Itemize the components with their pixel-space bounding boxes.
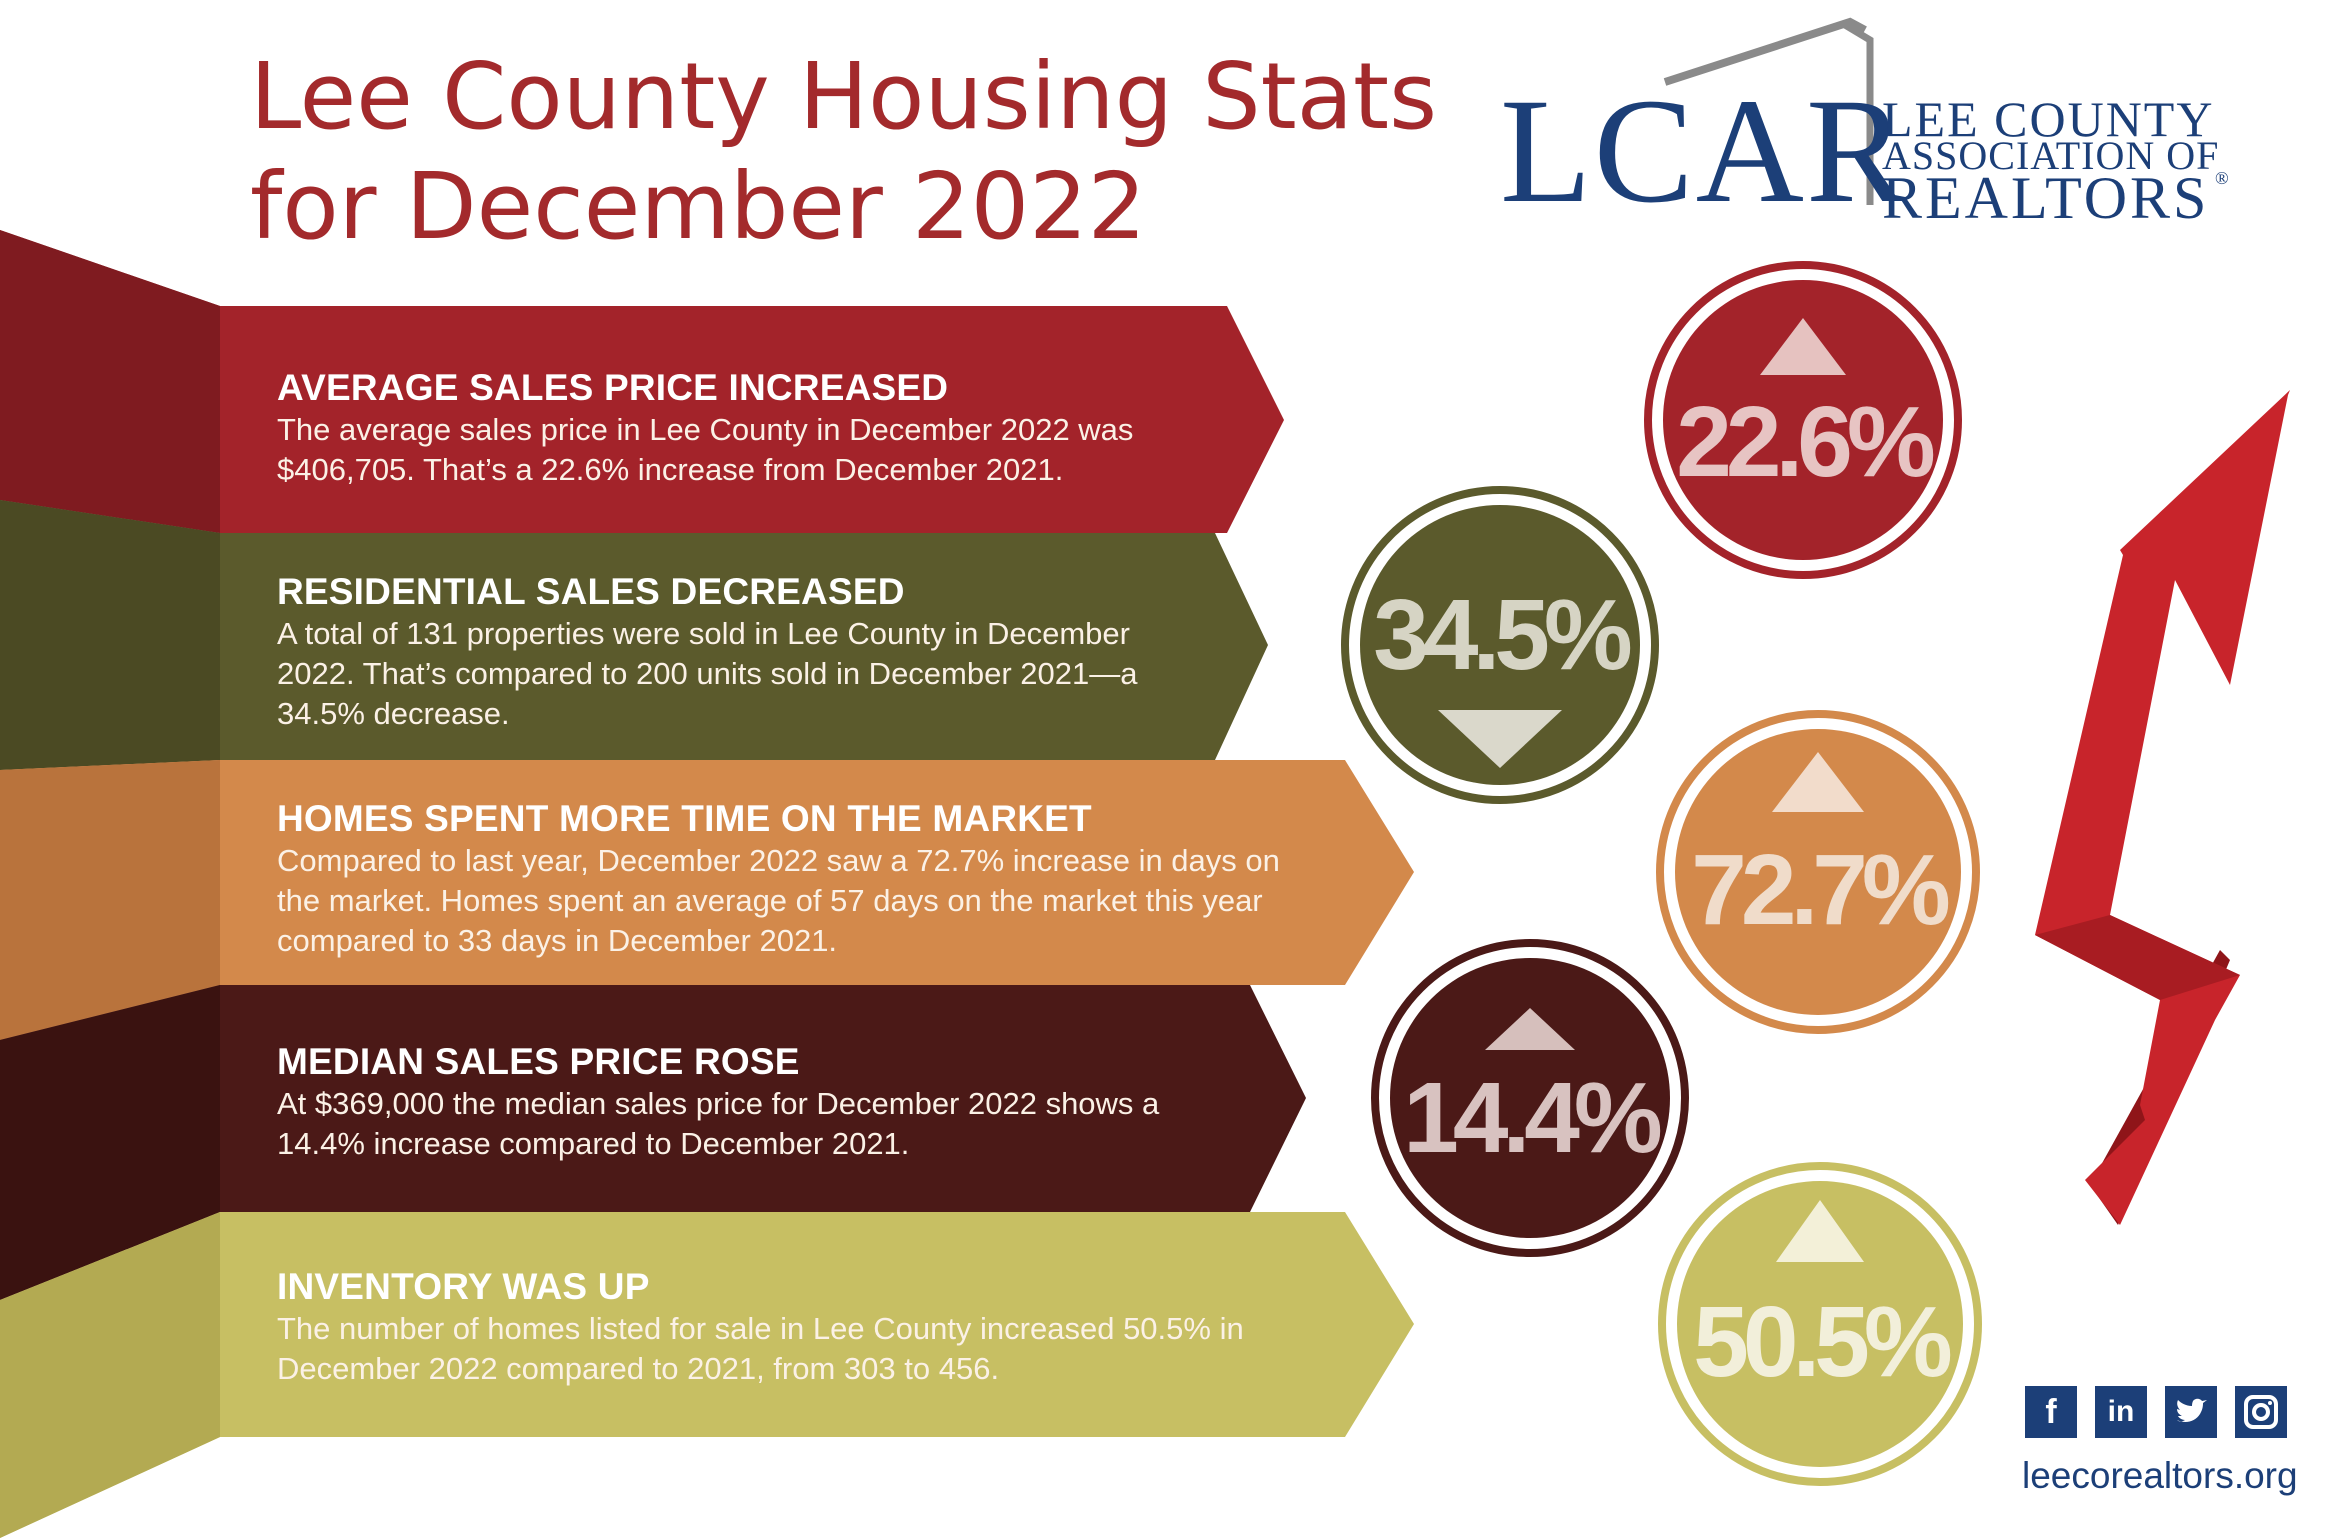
- stat-heading: MEDIAN SALES PRICE ROSE: [277, 1041, 800, 1082]
- circle-inventory: [1658, 1162, 1982, 1486]
- logo-roof-icon: [1663, 17, 1874, 205]
- percent-median-price: 14.4%: [1403, 1062, 1663, 1174]
- band-average-price: [0, 230, 1284, 533]
- band-median-price: [0, 985, 1306, 1300]
- linkedin-icon[interactable]: in: [2095, 1386, 2147, 1438]
- logo-line-2: ASSOCIATION OF: [1882, 133, 2220, 178]
- stat-body: The average sales price in Lee County in…: [277, 412, 1134, 487]
- page-title: Lee County Housing Stats for December 20…: [250, 42, 1438, 262]
- stat-median-price: MEDIAN SALES PRICE ROSE At $369,000 the …: [277, 1040, 1217, 1164]
- instagram-icon[interactable]: [2235, 1386, 2287, 1438]
- stat-body: A total of 131 properties were sold in L…: [277, 616, 1138, 731]
- facebook-icon[interactable]: f: [2025, 1386, 2077, 1438]
- band-days-on-market-fold: [0, 760, 220, 1040]
- circle-residential-sales: [1341, 486, 1659, 804]
- up-triangle-icon: [1772, 752, 1864, 812]
- up-triangle-icon: [1485, 1008, 1575, 1050]
- percent-days-on-market: 72.7%: [1691, 834, 1951, 946]
- percent-average-price: 22.6%: [1676, 386, 1936, 498]
- stat-average-price: AVERAGE SALES PRICE INCREASED The averag…: [277, 366, 1217, 490]
- stat-heading: AVERAGE SALES PRICE INCREASED: [277, 367, 949, 408]
- circle-median-price: [1371, 939, 1689, 1257]
- red-trend-arrow-icon: [2035, 390, 2290, 1225]
- title-line-2: for December 2022: [250, 153, 1147, 260]
- band-inventory: [0, 1212, 1414, 1538]
- circle-days-on-market: [1656, 710, 1980, 1034]
- band-residential-sales-fold: [0, 500, 220, 770]
- up-triangle-icon: [1776, 1200, 1864, 1262]
- percent-inventory: 50.5%: [1693, 1286, 1953, 1398]
- stat-body: At $369,000 the median sales price for D…: [277, 1086, 1160, 1161]
- stat-heading: INVENTORY WAS UP: [277, 1266, 650, 1307]
- percent-residential-sales: 34.5%: [1373, 579, 1633, 691]
- stat-days-on-market: HOMES SPENT MORE TIME ON THE MARKET Comp…: [277, 797, 1317, 961]
- circle-average-price: [1644, 261, 1962, 579]
- logo-registered-mark: ®: [2215, 168, 2229, 188]
- logo-abbreviation: LCAR: [1500, 68, 1909, 234]
- band-residential-sales: [0, 500, 1268, 770]
- down-triangle-icon: [1438, 710, 1562, 768]
- stat-inventory: INVENTORY WAS UP The number of homes lis…: [277, 1265, 1327, 1389]
- up-triangle-icon: [1760, 318, 1846, 375]
- logo-line-1: LEE COUNTY: [1882, 91, 2215, 147]
- stat-heading: HOMES SPENT MORE TIME ON THE MARKET: [277, 798, 1092, 839]
- twitter-icon[interactable]: [2165, 1386, 2217, 1438]
- title-line-1: Lee County Housing Stats: [250, 43, 1438, 150]
- band-days-on-market: [0, 760, 1414, 1040]
- stat-body: Compared to last year, December 2022 saw…: [277, 843, 1280, 958]
- band-average-price-fold: [0, 230, 220, 533]
- stat-heading: RESIDENTIAL SALES DECREASED: [277, 571, 905, 612]
- band-median-price-fold: [0, 985, 220, 1300]
- band-inventory-fold: [0, 1212, 220, 1538]
- stat-residential-sales: RESIDENTIAL SALES DECREASED A total of 1…: [277, 570, 1207, 734]
- website-link[interactable]: leecorealtors.org: [2022, 1455, 2298, 1496]
- stat-body: The number of homes listed for sale in L…: [277, 1311, 1244, 1386]
- logo-line-3: REALTORS: [1882, 165, 2210, 231]
